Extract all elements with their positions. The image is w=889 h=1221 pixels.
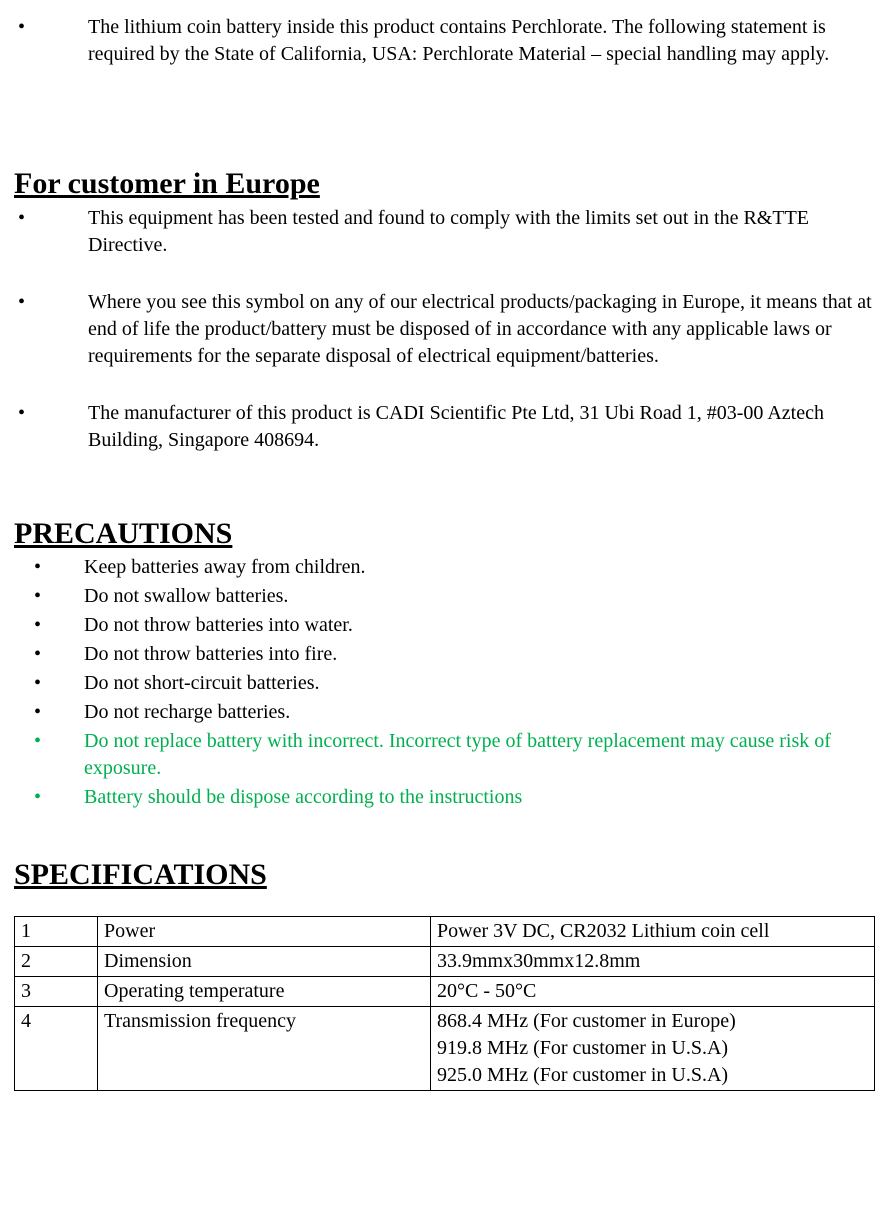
spec-label: Transmission frequency bbox=[98, 1006, 431, 1090]
bullet-marker: • bbox=[14, 612, 84, 639]
europe-bullet-row: • This equipment has been tested and fou… bbox=[14, 205, 875, 259]
europe-bullet-text: The manufacturer of this product is CADI… bbox=[88, 400, 875, 454]
precaution-bullet-row: • Do not replace battery with incorrect.… bbox=[14, 728, 875, 782]
precaution-bullet-text: Do not recharge batteries. bbox=[84, 699, 875, 726]
bullet-marker: • bbox=[14, 784, 84, 811]
europe-bullet-text: Where you see this symbol on any of our … bbox=[88, 289, 875, 370]
precaution-bullet-text: Battery should be dispose according to t… bbox=[84, 784, 875, 811]
spec-num: 4 bbox=[15, 1006, 98, 1090]
bullet-marker: • bbox=[14, 289, 88, 370]
bullet-marker: • bbox=[14, 583, 84, 610]
spec-num: 1 bbox=[15, 916, 98, 946]
precaution-bullet-text: Do not swallow batteries. bbox=[84, 583, 875, 610]
europe-bullet-text: This equipment has been tested and found… bbox=[88, 205, 875, 259]
bullet-marker: • bbox=[14, 728, 84, 782]
bullet-marker: • bbox=[14, 670, 84, 697]
precaution-bullet-text: Do not throw batteries into water. bbox=[84, 612, 875, 639]
precaution-bullet-row: • Keep batteries away from children. bbox=[14, 554, 875, 581]
spec-table: 1 Power Power 3V DC, CR2032 Lithium coin… bbox=[14, 916, 875, 1091]
spec-label: Dimension bbox=[98, 946, 431, 976]
europe-bullet-row: • The manufacturer of this product is CA… bbox=[14, 400, 875, 454]
table-row: 1 Power Power 3V DC, CR2032 Lithium coin… bbox=[15, 916, 875, 946]
spec-value: Power 3V DC, CR2032 Lithium coin cell bbox=[431, 916, 875, 946]
spec-heading: SPECIFICATIONS bbox=[14, 855, 875, 896]
precaution-bullet-row: • Do not throw batteries into fire. bbox=[14, 641, 875, 668]
bullet-marker: • bbox=[14, 400, 88, 454]
precaution-bullet-text: Keep batteries away from children. bbox=[84, 554, 875, 581]
top-bullet-row: • The lithium coin battery inside this p… bbox=[14, 14, 875, 68]
bullet-marker: • bbox=[14, 205, 88, 259]
table-row: 4 Transmission frequency 868.4 MHz (For … bbox=[15, 1006, 875, 1090]
precautions-heading: PRECAUTIONS bbox=[14, 514, 875, 555]
precaution-bullet-row: • Do not swallow batteries. bbox=[14, 583, 875, 610]
europe-bullet-row: • Where you see this symbol on any of ou… bbox=[14, 289, 875, 370]
spec-value: 868.4 MHz (For customer in Europe) 919.8… bbox=[431, 1006, 875, 1090]
spec-value: 20°C - 50°C bbox=[431, 976, 875, 1006]
spec-value: 33.9mmx30mmx12.8mm bbox=[431, 946, 875, 976]
precaution-bullet-row: • Do not throw batteries into water. bbox=[14, 612, 875, 639]
precaution-bullet-text: Do not short-circuit batteries. bbox=[84, 670, 875, 697]
bullet-marker: • bbox=[14, 641, 84, 668]
bullet-marker: • bbox=[14, 554, 84, 581]
bullet-marker: • bbox=[14, 14, 88, 68]
table-row: 2 Dimension 33.9mmx30mmx12.8mm bbox=[15, 946, 875, 976]
europe-heading: For customer in Europe bbox=[14, 164, 875, 205]
precaution-bullet-row: • Do not short-circuit batteries. bbox=[14, 670, 875, 697]
spec-num: 2 bbox=[15, 946, 98, 976]
precaution-bullet-row: • Battery should be dispose according to… bbox=[14, 784, 875, 811]
precaution-bullet-text: Do not throw batteries into fire. bbox=[84, 641, 875, 668]
precaution-bullet-row: • Do not recharge batteries. bbox=[14, 699, 875, 726]
table-row: 3 Operating temperature 20°C - 50°C bbox=[15, 976, 875, 1006]
bullet-marker: • bbox=[14, 699, 84, 726]
spec-label: Power bbox=[98, 916, 431, 946]
spec-num: 3 bbox=[15, 976, 98, 1006]
precaution-bullet-text: Do not replace battery with incorrect. I… bbox=[84, 728, 875, 782]
top-bullet-text: The lithium coin battery inside this pro… bbox=[88, 14, 875, 68]
spec-label: Operating temperature bbox=[98, 976, 431, 1006]
